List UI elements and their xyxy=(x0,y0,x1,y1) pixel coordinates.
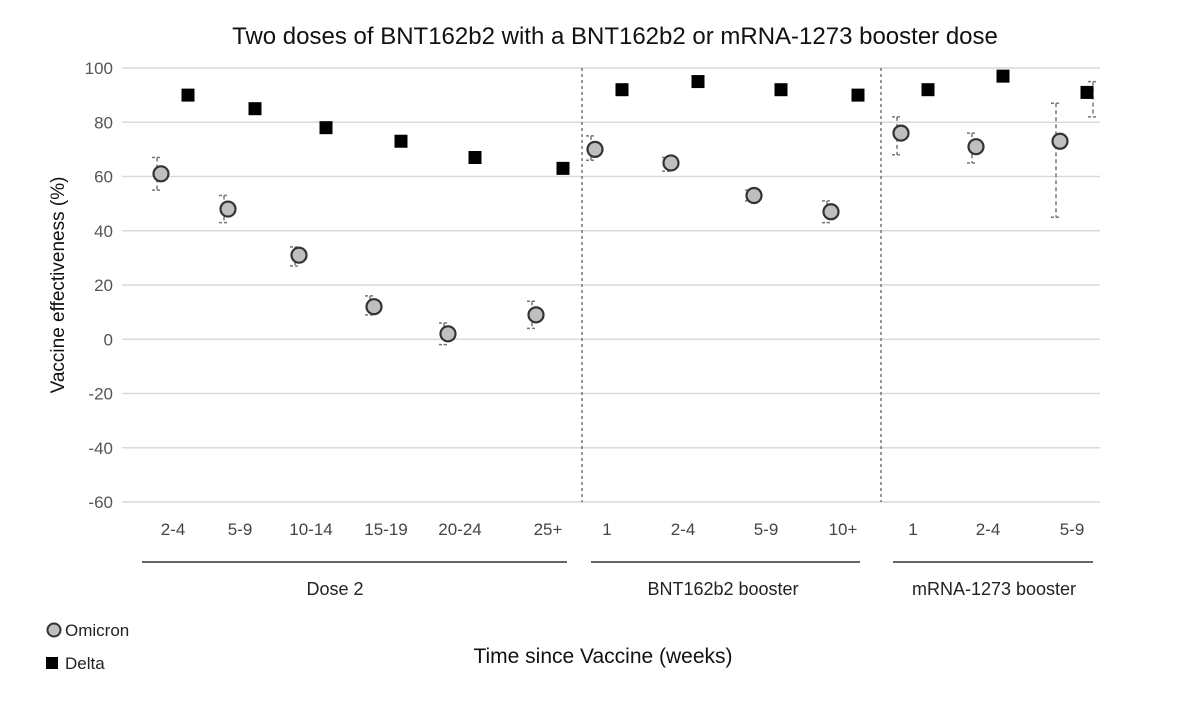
y-tick-label: -40 xyxy=(88,439,113,458)
x-category-label: 10+ xyxy=(829,520,858,539)
x-category-labels: 2-4 5-9 10-14 15-19 20-24 25+ 1 2-4 5-9 10+ 1 2-4 5-… xyxy=(161,520,1085,539)
x-category-label: 5-9 xyxy=(228,520,253,539)
y-tick-label: 60 xyxy=(94,168,113,187)
legend-delta-marker xyxy=(46,657,58,669)
delta-point xyxy=(996,69,1010,83)
x-category-label: 2-4 xyxy=(161,520,186,539)
x-category-label: 10-14 xyxy=(289,520,332,539)
y-axis-label: Vaccine effectiveness (%) xyxy=(48,177,69,394)
delta-point xyxy=(1080,85,1094,99)
group-label: BNT162b2 booster xyxy=(647,579,798,599)
omicron-point xyxy=(439,325,457,343)
group-separators xyxy=(581,68,882,502)
delta-point xyxy=(615,83,629,97)
omicron-point xyxy=(967,138,985,156)
delta-point xyxy=(248,102,262,116)
x-category-label: 2-4 xyxy=(976,520,1001,539)
omicron-point xyxy=(745,186,763,205)
x-category-label: 1 xyxy=(602,520,611,539)
x-category-label: 5-9 xyxy=(1060,520,1085,539)
x-category-label: 15-19 xyxy=(364,520,407,539)
delta-point xyxy=(851,88,865,102)
legend-omicron-label: Omicron xyxy=(65,621,129,640)
legend: Omicron Delta xyxy=(46,621,129,673)
x-category-label: 2-4 xyxy=(671,520,696,539)
omicron-point xyxy=(290,246,308,264)
y-tick-label: 20 xyxy=(94,276,113,295)
omicron-point xyxy=(365,298,383,316)
y-tick-label: -60 xyxy=(88,493,113,512)
delta-point xyxy=(774,83,788,97)
legend-omicron-marker xyxy=(46,622,62,638)
legend-item-delta: Delta xyxy=(46,654,105,673)
x-category-label: 1 xyxy=(908,520,917,539)
y-tick-labels: 100 80 60 40 20 0 -20 -40 -60 xyxy=(85,59,113,512)
data-markers xyxy=(152,69,1094,343)
legend-delta-label: Delta xyxy=(65,654,105,673)
delta-point xyxy=(556,161,570,175)
omicron-point xyxy=(527,306,545,324)
x-category-label: 20-24 xyxy=(438,520,481,539)
y-tick-label: 0 xyxy=(104,330,113,349)
y-tick-label: 40 xyxy=(94,222,113,241)
x-category-label: 5-9 xyxy=(754,520,779,539)
omicron-point xyxy=(219,200,237,218)
delta-point xyxy=(468,151,482,165)
legend-item-omicron: Omicron xyxy=(46,621,129,640)
y-tick-label: 100 xyxy=(85,59,113,78)
delta-point xyxy=(921,83,935,97)
delta-point xyxy=(319,121,333,135)
y-tick-label: -20 xyxy=(88,385,113,404)
x-axis-label: Time since Vaccine (weeks) xyxy=(473,645,732,668)
delta-point xyxy=(394,134,408,148)
x-group-labels: Dose 2 BNT162b2 booster mRNA-1273 booster xyxy=(142,561,1093,599)
delta-point xyxy=(181,88,195,102)
omicron-point xyxy=(822,203,840,221)
chart-title: Two doses of BNT162b2 with a BNT162b2 or… xyxy=(232,23,998,50)
omicron-point xyxy=(586,140,604,158)
error-bars xyxy=(152,80,1098,346)
omicron-point xyxy=(152,165,170,183)
y-tick-label: 80 xyxy=(94,113,113,132)
omicron-point xyxy=(662,154,680,172)
group-label: Dose 2 xyxy=(306,579,363,599)
gridlines xyxy=(122,67,1100,503)
x-category-label: 25+ xyxy=(534,520,563,539)
delta-point xyxy=(691,75,705,89)
omicron-point xyxy=(1051,132,1069,150)
omicron-point xyxy=(892,124,910,142)
group-label: mRNA-1273 booster xyxy=(912,579,1076,599)
